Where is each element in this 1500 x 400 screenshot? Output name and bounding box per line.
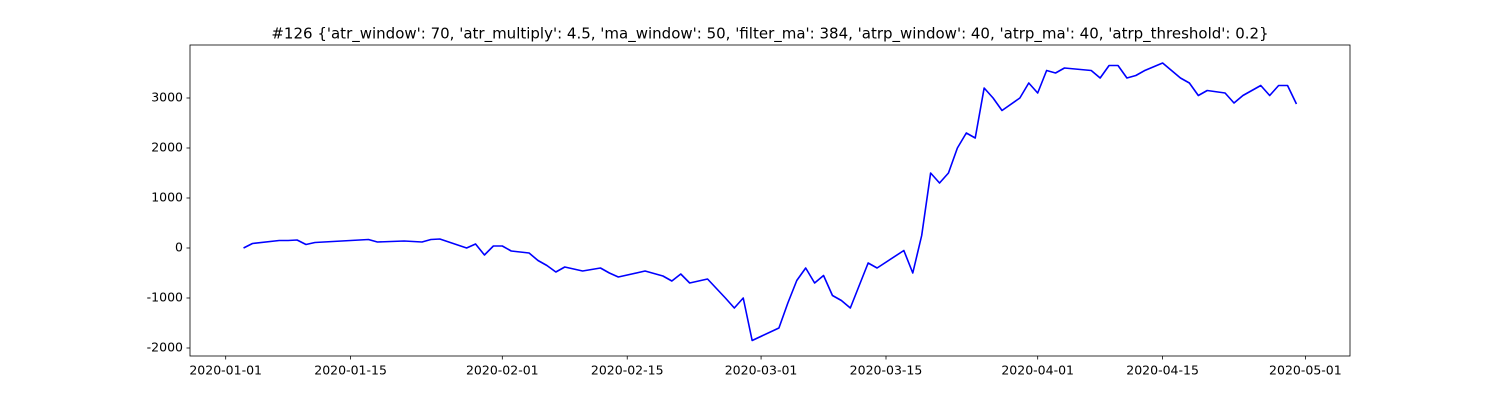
x-tick-label: 2020-02-15 [591,363,664,378]
line-series [243,62,1298,342]
chart-title: #126 {'atr_window': 70, 'atr_multiply': … [271,25,1268,44]
x-tick-label: 2020-01-15 [314,363,387,378]
x-tick-label: 2020-03-01 [725,363,798,378]
y-tick-label: 2000 [151,140,183,155]
x-tick-label: 2020-05-01 [1269,363,1342,378]
x-tick-label: 2020-04-15 [1126,363,1199,378]
x-tick-label: 2020-01-01 [189,363,262,378]
x-tick-label: 2020-03-15 [850,363,923,378]
x-tick-label: 2020-04-01 [1001,363,1074,378]
y-tick-label: 0 [175,240,183,255]
y-tick-label: 3000 [151,90,183,105]
y-tick-label: -2000 [147,340,183,355]
x-tick-label: 2020-02-01 [466,363,539,378]
y-tick-label: -1000 [147,290,183,305]
y-tick-label: 1000 [151,190,183,205]
plot-frame [189,44,1351,357]
